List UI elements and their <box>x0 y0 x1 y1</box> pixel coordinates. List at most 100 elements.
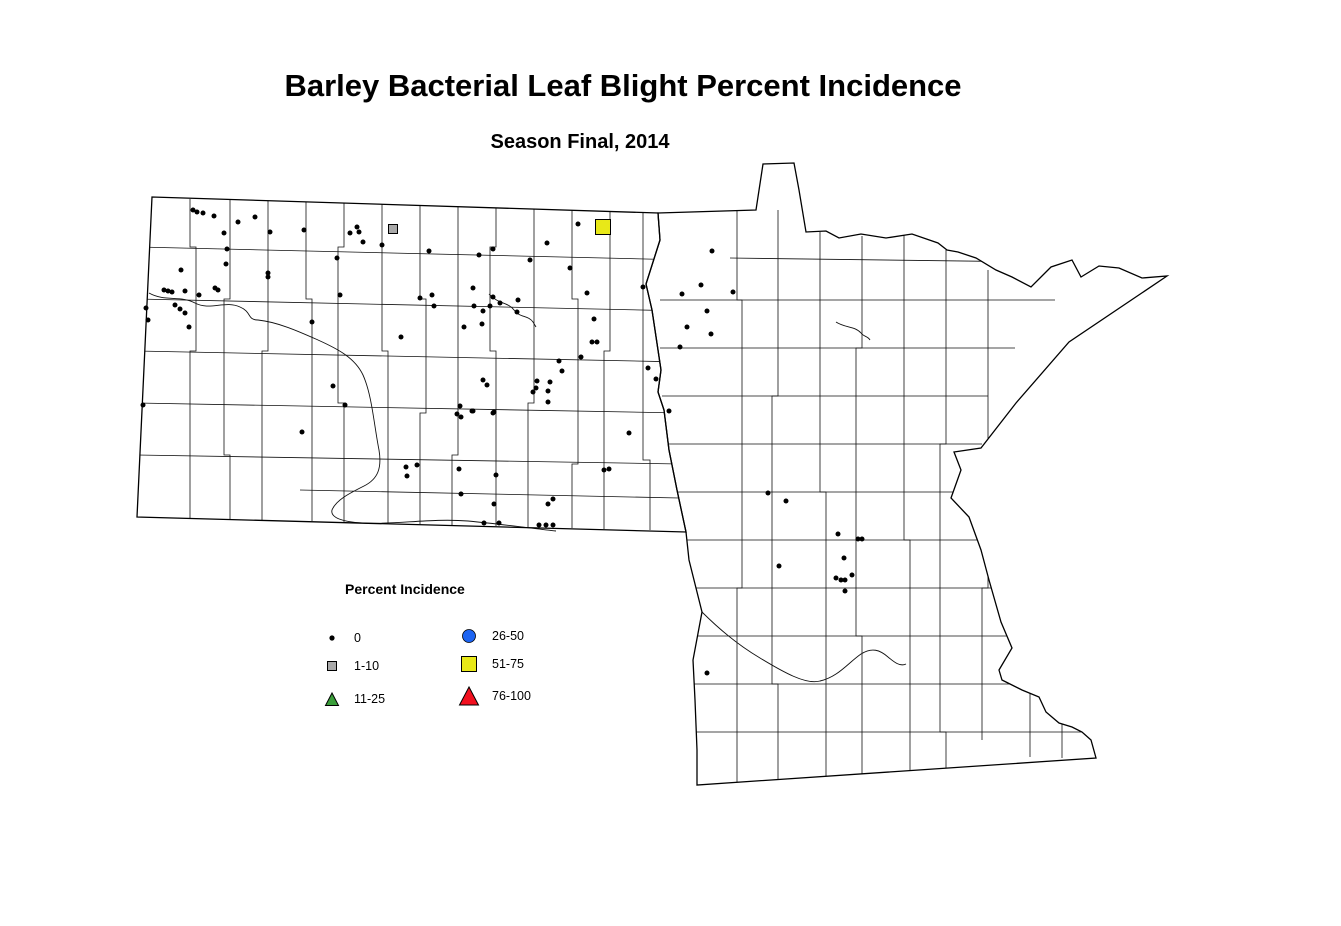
map-point-0 <box>534 378 540 384</box>
map-point-0 <box>342 402 348 408</box>
map-point-0 <box>461 324 467 330</box>
map-point-0 <box>544 240 550 246</box>
legend-item-label: 11-25 <box>354 692 386 706</box>
map-point-0 <box>545 399 551 405</box>
map-point-0 <box>265 274 271 280</box>
map-point-0 <box>224 246 230 252</box>
map-points-layer <box>140 207 865 676</box>
map-point-0 <box>481 520 487 526</box>
map-point-0 <box>730 289 736 295</box>
map-point-0 <box>470 285 476 291</box>
map-point-0 <box>545 388 551 394</box>
legend-marker-gray-square-icon <box>327 661 337 671</box>
map-point-0 <box>493 472 499 478</box>
map-point-0 <box>457 403 463 409</box>
map-point-0 <box>543 522 549 528</box>
legend-item-label: 51-75 <box>492 657 524 671</box>
map-point-0 <box>177 306 183 312</box>
map-point-0 <box>491 501 497 507</box>
map-point-0 <box>849 572 855 578</box>
map-point-0 <box>414 462 420 468</box>
map-point-0 <box>480 377 486 383</box>
map-point-0 <box>404 473 410 479</box>
map-point-0 <box>145 317 151 323</box>
map-point-0 <box>491 409 497 415</box>
map-point-0 <box>530 389 536 395</box>
map-point-0 <box>645 365 651 371</box>
legend-marker-green-triangle-icon <box>324 691 340 706</box>
map-point-0 <box>426 248 432 254</box>
map-point-0 <box>559 368 565 374</box>
map-point-0 <box>575 221 581 227</box>
map-point-0 <box>403 464 409 470</box>
map-point-0 <box>194 209 200 215</box>
map-point-0 <box>454 411 460 417</box>
map-point-0 <box>143 305 149 311</box>
map-point-0 <box>165 288 171 294</box>
red-lake-river <box>835 321 871 341</box>
map-point-51-75 <box>595 219 611 235</box>
map-point-0 <box>556 358 562 364</box>
map-point-0 <box>547 379 553 385</box>
map-point-0 <box>484 382 490 388</box>
map-point-0 <box>301 227 307 233</box>
map-point-0 <box>545 501 551 507</box>
state-outline-minnesota <box>645 162 1170 786</box>
map-point-0 <box>161 287 167 293</box>
map-point-0 <box>476 252 482 258</box>
legend-item-1-10: 1-10 <box>322 655 379 677</box>
map-point-0 <box>709 248 715 254</box>
map-point-0 <box>704 670 710 676</box>
missouri-river <box>148 292 557 532</box>
legend-marker-dot-icon <box>329 635 335 641</box>
map-point-0 <box>589 339 595 345</box>
map-point-0 <box>765 490 771 496</box>
map-point-0 <box>265 270 271 276</box>
legend-item-label: 76-100 <box>492 689 531 703</box>
map-point-0 <box>841 555 847 561</box>
map-point-0 <box>431 303 437 309</box>
map-point-0 <box>469 408 475 414</box>
minnesota-river <box>701 611 907 683</box>
county-lines-north-dakota <box>137 199 686 530</box>
map-point-0 <box>497 300 503 306</box>
rivers <box>148 292 907 683</box>
devils-lake <box>488 293 537 328</box>
map-point-0 <box>360 239 366 245</box>
map-point-0 <box>182 288 188 294</box>
map-point-0 <box>337 292 343 298</box>
map-point-0 <box>704 308 710 314</box>
map-point-0 <box>200 210 206 216</box>
map-point-0 <box>190 207 196 213</box>
map-point-0 <box>783 498 789 504</box>
map-point-0 <box>677 344 683 350</box>
map-point-0 <box>835 531 841 537</box>
map-point-0 <box>708 331 714 337</box>
map-point-0 <box>471 303 477 309</box>
legend-item-label: 1-10 <box>354 659 380 673</box>
map-point-0 <box>172 302 178 308</box>
county-lines-minnesota <box>660 168 1090 785</box>
map-point-0 <box>379 242 385 248</box>
figure-title: Barley Bacterial Leaf Blight Percent Inc… <box>284 68 962 103</box>
map-point-0 <box>842 588 848 594</box>
map-point-0 <box>299 429 305 435</box>
map-point-0 <box>252 214 258 220</box>
map-point-0 <box>578 354 584 360</box>
map-point-0 <box>601 467 607 473</box>
map-point-0 <box>182 310 188 316</box>
map-point-0 <box>221 230 227 236</box>
map-point-0 <box>196 292 202 298</box>
map-point-0 <box>487 303 493 309</box>
map-point-0 <box>833 575 839 581</box>
map-point-0 <box>698 282 704 288</box>
map-point-0 <box>490 246 496 252</box>
map-point-0 <box>533 385 539 391</box>
map-point-0 <box>223 261 229 267</box>
figure-subtitle: Season Final, 2014 <box>490 131 670 153</box>
map-point-0 <box>140 402 146 408</box>
map-point-0 <box>584 290 590 296</box>
map-point-0 <box>186 324 192 330</box>
